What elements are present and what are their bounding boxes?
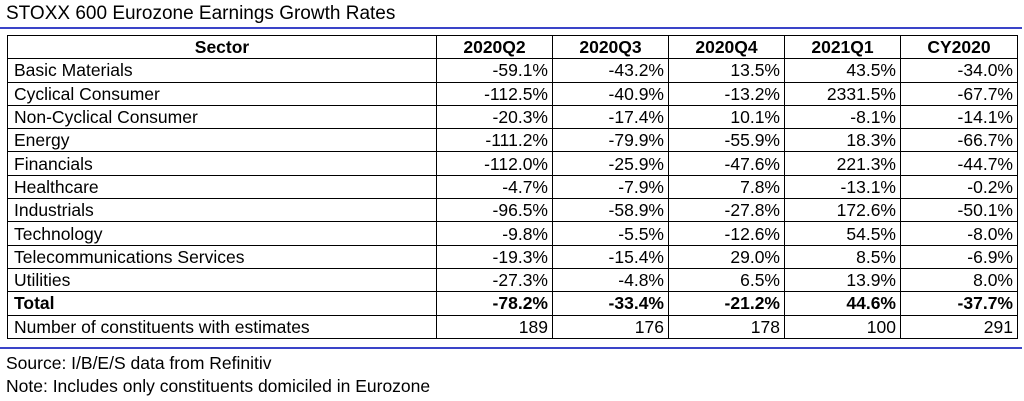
table-row: Utilities -27.3% -4.8% 6.5% 13.9% 8.0% bbox=[7, 267, 1018, 293]
value-cell: -40.9% bbox=[552, 81, 669, 106]
value-cell: -112.0% bbox=[436, 151, 553, 176]
value-cell: 29.0% bbox=[668, 244, 785, 269]
value-cell: -8.1% bbox=[784, 104, 901, 130]
sector-cell: Technology bbox=[7, 221, 437, 246]
sector-cell: Total bbox=[7, 291, 437, 316]
sector-cell: Basic Materials bbox=[7, 58, 437, 83]
sector-cell: Healthcare bbox=[7, 174, 437, 200]
value-cell: 100 bbox=[784, 314, 901, 339]
value-cell: -20.3% bbox=[436, 104, 553, 130]
value-cell: -7.9% bbox=[552, 174, 669, 200]
total-row: Total -78.2% -33.4% -21.2% 44.6% -37.7% bbox=[7, 291, 1018, 316]
value-cell: -112.5% bbox=[436, 81, 553, 106]
sector-cell: Number of constituents with estimates bbox=[7, 314, 437, 339]
value-cell: 18.3% bbox=[784, 128, 901, 153]
value-cell: 8.0% bbox=[900, 267, 1018, 293]
header-2021q1: 2021Q1 bbox=[784, 34, 901, 60]
value-cell: -14.1% bbox=[900, 104, 1018, 130]
value-cell: -5.5% bbox=[552, 221, 669, 246]
value-cell: -12.6% bbox=[668, 221, 785, 246]
value-cell: 43.5% bbox=[784, 58, 901, 83]
value-cell: -8.0% bbox=[900, 221, 1018, 246]
table-row: Energy -111.2% -79.9% -55.9% 18.3% -66.7% bbox=[7, 128, 1018, 153]
sector-cell: Financials bbox=[7, 151, 437, 176]
table-row: Basic Materials -59.1% -43.2% 13.5% 43.5% -34… bbox=[7, 58, 1018, 83]
sector-cell: Non-Cyclical Consumer bbox=[7, 104, 437, 130]
value-cell: -34.0% bbox=[900, 58, 1018, 83]
table-row: Non-Cyclical Consumer -20.3% -17.4% 10.1% -8… bbox=[7, 104, 1018, 130]
value-cell: -13.2% bbox=[668, 81, 785, 106]
value-cell: -111.2% bbox=[436, 128, 553, 153]
value-cell: 44.6% bbox=[784, 291, 901, 316]
value-cell: -67.7% bbox=[900, 81, 1018, 106]
value-cell: -58.9% bbox=[552, 198, 669, 223]
value-cell: -37.7% bbox=[900, 291, 1018, 316]
header-2020q2: 2020Q2 bbox=[436, 34, 553, 60]
value-cell: 13.9% bbox=[784, 267, 901, 293]
value-cell: -19.3% bbox=[436, 244, 553, 269]
value-cell: -59.1% bbox=[436, 58, 553, 83]
value-cell: -17.4% bbox=[552, 104, 669, 130]
header-row: Sector 2020Q2 2020Q3 2020Q4 2021Q1 CY202… bbox=[7, 34, 1018, 60]
sector-cell: Telecommunications Services bbox=[7, 244, 437, 269]
value-cell: -6.9% bbox=[900, 244, 1018, 269]
header-cy2020: CY2020 bbox=[900, 34, 1018, 60]
value-cell: 176 bbox=[552, 314, 669, 339]
value-cell: 6.5% bbox=[668, 267, 785, 293]
header-2020q3: 2020Q3 bbox=[552, 34, 669, 60]
value-cell: 54.5% bbox=[784, 221, 901, 246]
value-cell: -0.2% bbox=[900, 174, 1018, 200]
value-cell: 189 bbox=[436, 314, 553, 339]
value-cell: -4.7% bbox=[436, 174, 553, 200]
table-body: Basic Materials -59.1% -43.2% 13.5% 43.5% -34… bbox=[7, 58, 1018, 339]
value-cell: -9.8% bbox=[436, 221, 553, 246]
value-cell: -43.2% bbox=[552, 58, 669, 83]
footnote: Note: Includes only constituents domicil… bbox=[6, 376, 431, 396]
table-row: Financials -112.0% -25.9% -47.6% 221.3% -44.7… bbox=[7, 151, 1018, 176]
value-cell: -55.9% bbox=[668, 128, 785, 153]
table-row: Industrials -96.5% -58.9% -27.8% 172.6% -50.1… bbox=[7, 198, 1018, 223]
table-row: Telecommunications Services -19.3% -15.4% 2… bbox=[7, 244, 1018, 269]
value-cell: -96.5% bbox=[436, 198, 553, 223]
value-cell: 221.3% bbox=[784, 151, 901, 176]
value-cell: -44.7% bbox=[900, 151, 1018, 176]
header-2020q4: 2020Q4 bbox=[668, 34, 785, 60]
value-cell: -27.8% bbox=[668, 198, 785, 223]
bottom-rule bbox=[0, 347, 1022, 349]
sector-cell: Energy bbox=[7, 128, 437, 153]
value-cell: -78.2% bbox=[436, 291, 553, 316]
header-sector: Sector bbox=[7, 34, 437, 60]
value-cell: 10.1% bbox=[668, 104, 785, 130]
table-row: Healthcare -4.7% -7.9% 7.8% -13.1% -0.2% bbox=[7, 174, 1018, 200]
constituents-row: Number of constituents with estimates 189… bbox=[7, 314, 1018, 339]
table-row: Technology -9.8% -5.5% -12.6% 54.5% -8.0% bbox=[7, 221, 1018, 246]
value-cell: 8.5% bbox=[784, 244, 901, 269]
value-cell: -47.6% bbox=[668, 151, 785, 176]
value-cell: -13.1% bbox=[784, 174, 901, 200]
source-note: Source: I/B/E/S data from Refinitiv bbox=[6, 353, 272, 373]
value-cell: -4.8% bbox=[552, 267, 669, 293]
table-row: Cyclical Consumer -112.5% -40.9% -13.2% 2331… bbox=[7, 81, 1018, 106]
value-cell: 291 bbox=[900, 314, 1018, 339]
sector-cell: Utilities bbox=[7, 267, 437, 293]
value-cell: -27.3% bbox=[436, 267, 553, 293]
value-cell: -15.4% bbox=[552, 244, 669, 269]
earnings-table: Sector 2020Q2 2020Q3 2020Q4 2021Q1 CY202… bbox=[7, 34, 1018, 339]
value-cell: 7.8% bbox=[668, 174, 785, 200]
sector-cell: Cyclical Consumer bbox=[7, 81, 437, 106]
sector-cell: Industrials bbox=[7, 198, 437, 223]
value-cell: -79.9% bbox=[552, 128, 669, 153]
value-cell: -21.2% bbox=[668, 291, 785, 316]
page-title: STOXX 600 Eurozone Earnings Growth Rates bbox=[6, 3, 396, 24]
value-cell: 178 bbox=[668, 314, 785, 339]
value-cell: -50.1% bbox=[900, 198, 1018, 223]
value-cell: -33.4% bbox=[552, 291, 669, 316]
value-cell: 13.5% bbox=[668, 58, 785, 83]
top-rule bbox=[0, 27, 1022, 29]
value-cell: -66.7% bbox=[900, 128, 1018, 153]
value-cell: 172.6% bbox=[784, 198, 901, 223]
value-cell: 2331.5% bbox=[784, 81, 901, 106]
value-cell: -25.9% bbox=[552, 151, 669, 176]
